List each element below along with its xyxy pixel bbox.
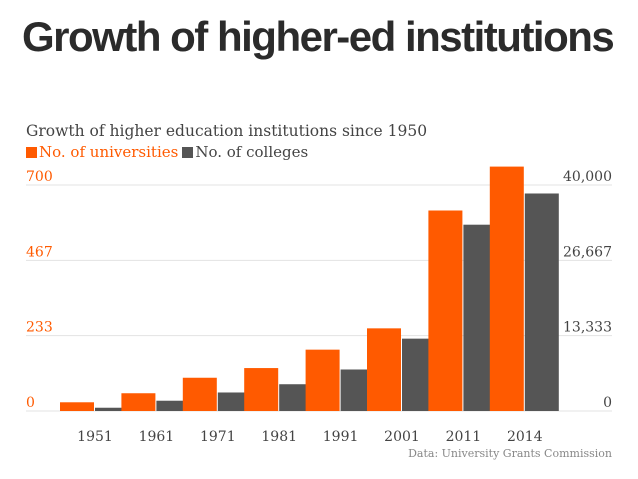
x-axis-tick-label: 1961 [139,429,175,445]
bar-colleges [217,392,252,411]
bar-colleges [156,400,191,411]
bar-universities [121,393,156,411]
x-axis-tick-label: 1991 [323,429,359,445]
legend-swatch-colleges [182,146,194,158]
bar-universities [182,377,217,411]
bar-colleges [524,193,559,411]
bar-universities [305,349,340,411]
left-axis-tick-label: 233 [26,320,53,336]
x-axis-tick-label: 1981 [261,429,297,445]
x-axis-tick-label: 1951 [77,429,113,445]
bar-colleges [95,407,129,411]
legend-item-colleges: No. of colleges [182,143,308,161]
x-axis-tick-label: 2011 [446,429,482,445]
legend-item-universities: No. of universities [26,143,178,161]
bar-universities [428,210,463,411]
x-axis-tick-label: 2014 [507,429,543,445]
right-axis-tick-label: 0 [603,395,612,411]
right-axis-tick-label: 13,333 [563,320,612,336]
bar-universities [244,368,279,411]
legend-label-colleges: No. of colleges [195,143,309,161]
left-axis-tick-label: 0 [26,395,35,411]
right-axis-tick-label: 40,000 [563,169,612,185]
chart-legend: No. of universities No. of colleges [26,143,312,161]
left-axis-tick-label: 700 [26,169,53,185]
x-axis-tick-label: 1971 [200,429,236,445]
legend-label-universities: No. of universities [39,143,179,161]
legend-swatch-universities [26,146,37,158]
page-title: Growth of higher-ed institutions [22,13,615,60]
x-axis-tick-label: 2001 [384,429,420,445]
chart-subtitle: Growth of higher education institutions … [26,122,428,140]
bar-universities [367,328,401,411]
source-note: Data: University Grants Commission [408,447,612,460]
right-axis-tick-label: 26,667 [563,244,612,260]
bar-universities [60,402,94,411]
bar-universities [489,166,524,411]
left-axis-tick-label: 467 [26,244,53,260]
